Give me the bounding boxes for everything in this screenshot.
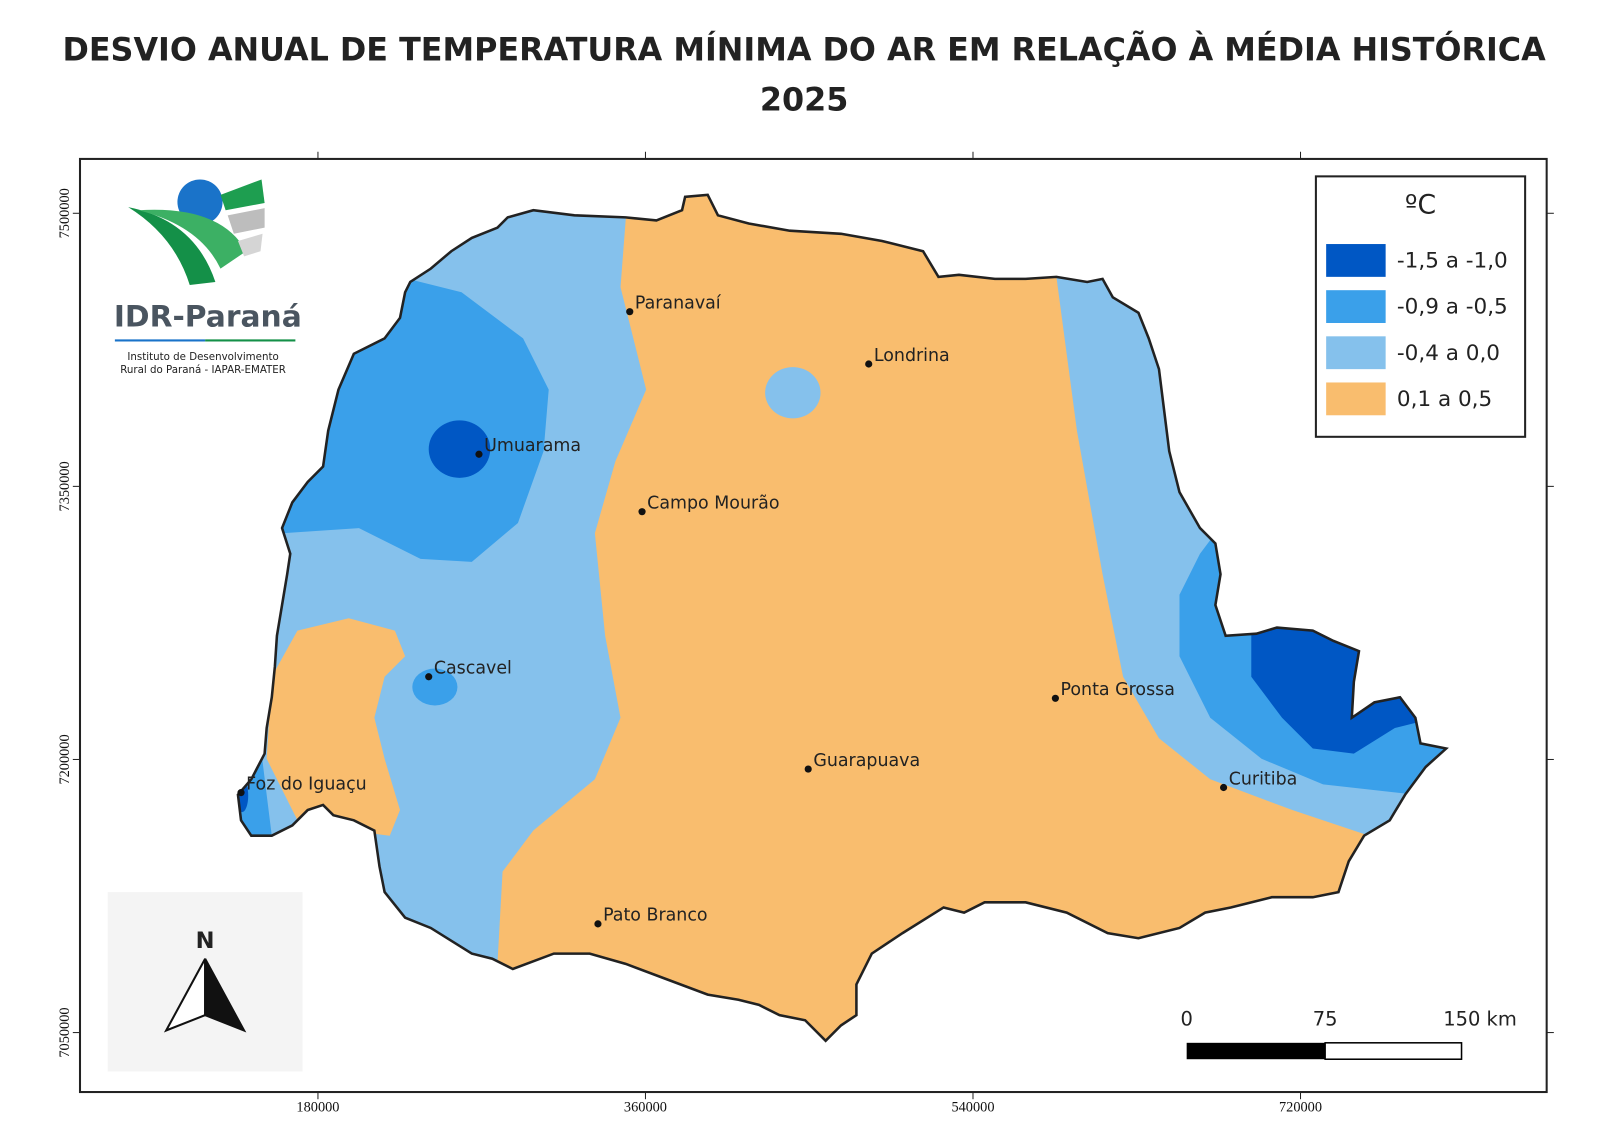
city-dot [865, 360, 873, 368]
city-label: Pato Branco [603, 906, 708, 926]
city-label: Foz do Iguaçu [246, 774, 367, 794]
north-arrow: N [107, 892, 303, 1072]
city-dot [626, 308, 634, 316]
y-tick-label: 7350000 [57, 461, 73, 511]
title: DESVIO ANUAL DE TEMPERATURA MÍNIMA DO AR… [62, 29, 1546, 68]
logo-name: IDR-Paraná [114, 299, 302, 334]
logo-swoosh [138, 209, 247, 269]
x-tick-label: 540000 [951, 1100, 994, 1116]
logo: IDR-Paraná Instituto de Desenvolvimento … [114, 179, 302, 376]
logo-stripe [237, 233, 263, 257]
city-label: Paranavaí [635, 294, 722, 314]
city-dot [594, 920, 602, 928]
region [492, 194, 1436, 1041]
logo-swoosh [128, 207, 216, 286]
city-label: Guarapuava [813, 751, 920, 771]
logo-stripe [220, 179, 265, 211]
city-dot [804, 765, 812, 773]
legend-swatch [1326, 244, 1386, 277]
legend-label: 0,1 a 0,5 [1397, 387, 1492, 412]
subtitle: 2025 [760, 82, 848, 119]
region [412, 668, 458, 706]
city-dot [425, 673, 433, 681]
region [266, 618, 406, 836]
city-label: Ponta Grossa [1061, 680, 1175, 700]
city-dot [475, 450, 483, 458]
legend-swatch [1326, 382, 1386, 416]
x-tick-label: 360000 [624, 1100, 667, 1116]
city-label: Londrina [874, 346, 950, 366]
city-label: Umuarama [484, 436, 581, 456]
x-tick-label: 720000 [1279, 1100, 1322, 1116]
scale-label: 75 [1313, 1008, 1338, 1031]
legend-label: -0,4 a 0,0 [1397, 341, 1500, 366]
legend: ºC -1,5 a -1,0 -0,9 a -0,5 -0,4 a 0,0 0,1 a… [1314, 175, 1527, 438]
logo-text: Instituto de Desenvolvimento [127, 351, 278, 363]
y-tick-label: 7200000 [57, 734, 73, 784]
legend-swatch [1326, 336, 1386, 370]
city-dot [237, 789, 245, 797]
region [428, 420, 491, 478]
city-dot [638, 508, 646, 516]
legend-swatch [1326, 290, 1386, 323]
city-label: Cascavel [434, 659, 512, 679]
scale-label: 0 [1180, 1008, 1192, 1031]
city-dot [1051, 694, 1059, 702]
y-tick-label: 7050000 [57, 1007, 73, 1057]
scale-label: 150 km [1443, 1008, 1517, 1031]
logo-text: Rural do Paraná - IAPAR-EMATER [120, 364, 286, 376]
legend-label: -1,5 a -1,0 [1397, 248, 1508, 273]
x-tick-label: 180000 [296, 1100, 339, 1116]
city-label: Campo Mourão [647, 493, 779, 513]
scale-segment [1186, 1042, 1326, 1060]
ticks: 180000 360000 540000 720000 7050000 7200000 73… [57, 151, 1554, 1116]
logo-stripe [227, 208, 265, 234]
north-label: N [196, 928, 215, 954]
cities: Paranavaí Londrina Umuarama Campo Mourão… [237, 294, 1297, 928]
city-label: Curitiba [1229, 769, 1298, 789]
legend-label: -0,9 a -0,5 [1397, 295, 1508, 320]
scale-segment [1324, 1042, 1463, 1060]
scale-bar: 0 75 150 km [1180, 1008, 1517, 1060]
legend-title: ºC [1405, 190, 1436, 221]
y-tick-label: 7500000 [57, 188, 73, 238]
region [765, 367, 821, 419]
city-dot [1220, 783, 1228, 792]
north-half [204, 958, 247, 1033]
